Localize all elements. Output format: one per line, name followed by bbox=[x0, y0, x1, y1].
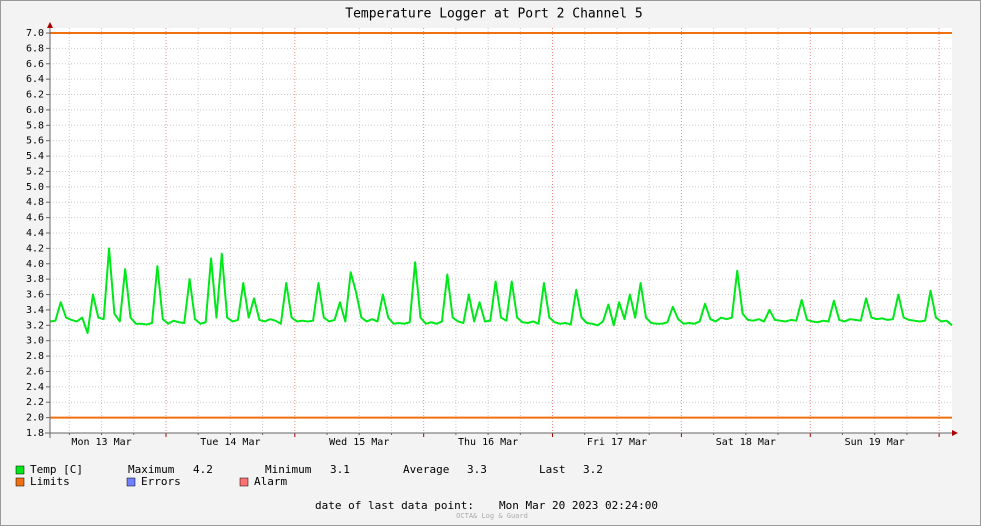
grid: 1.8 2.0 2.2 2.4 2.6 2.8 3.0 3.2 3.4 3.6 3.8 4.0 4.2 4… bbox=[26, 28, 952, 448]
y-tick-label: 4.6 bbox=[26, 213, 44, 224]
legend-label: Errors bbox=[141, 475, 181, 488]
y-tick-label: 4.8 bbox=[26, 197, 44, 208]
x-tick-label: Sun 19 Mar bbox=[845, 437, 905, 448]
x-tick-label: Wed 15 Mar bbox=[329, 437, 389, 448]
y-tick-label: 5.0 bbox=[26, 182, 44, 193]
y-tick-label: 2.4 bbox=[26, 382, 44, 393]
y-tick-label: 6.6 bbox=[26, 59, 44, 70]
y-tick-label: 6.2 bbox=[26, 90, 44, 101]
x-tick-label: Fri 17 Mar bbox=[587, 437, 647, 448]
x-tick-label: Tue 14 Mar bbox=[200, 437, 260, 448]
legend: Temp [C] Maximum 4.2 Minimum 3.1 Average 3.3 La… bbox=[15, 463, 603, 488]
y-tick-label: 5.6 bbox=[26, 136, 44, 147]
y-tick-label: 2.6 bbox=[26, 366, 44, 377]
stat-value: 3.3 bbox=[467, 463, 487, 476]
last-data-value: Mon Mar 20 2023 02:24:00 bbox=[499, 499, 658, 512]
y-tick-label: 6.4 bbox=[26, 74, 44, 85]
y-tick-label: 7.0 bbox=[26, 28, 44, 39]
legend-label: Temp [C] bbox=[30, 463, 83, 476]
stat-label: Maximum bbox=[128, 463, 175, 476]
chart-title: Temperature Logger at Port 2 Channel 5 bbox=[345, 7, 642, 22]
y-arrow bbox=[47, 22, 53, 28]
marks bbox=[49, 32, 953, 419]
y-tick-label: 6.0 bbox=[26, 105, 44, 116]
last-data-label: date of last data point: bbox=[315, 499, 474, 512]
stat-label: Average bbox=[403, 463, 449, 476]
series-line bbox=[49, 247, 953, 334]
x-arrow bbox=[952, 430, 958, 436]
y-tick-label: 6.8 bbox=[26, 43, 44, 54]
footer: OCTA& Log & Guard bbox=[456, 512, 528, 520]
y-tick-label: 4.4 bbox=[26, 228, 44, 239]
legend-swatch bbox=[126, 477, 136, 487]
legend-label: Limits bbox=[30, 475, 70, 488]
y-tick-label: 3.2 bbox=[26, 320, 44, 331]
y-tick-label: 5.4 bbox=[26, 151, 44, 162]
plot-area bbox=[50, 28, 952, 433]
stat-value: 4.2 bbox=[193, 463, 213, 476]
stat-label: Last bbox=[539, 463, 566, 476]
y-tick-label: 3.4 bbox=[26, 305, 44, 316]
y-tick-label: 4.0 bbox=[26, 259, 44, 270]
y-tick-label: 3.0 bbox=[26, 336, 44, 347]
legend-swatch bbox=[15, 477, 25, 487]
y-tick-label: 5.2 bbox=[26, 166, 44, 177]
x-tick-label: Mon 13 Mar bbox=[71, 437, 131, 448]
y-tick-label: 2.8 bbox=[26, 351, 44, 362]
y-tick-label: 3.6 bbox=[26, 290, 44, 301]
legend-label: Alarm bbox=[254, 475, 287, 488]
y-tick-label: 4.2 bbox=[26, 243, 44, 254]
y-tick-label: 2.0 bbox=[26, 413, 44, 424]
x-tick-label: Sat 18 Mar bbox=[716, 437, 776, 448]
y-tick-label: 5.8 bbox=[26, 120, 44, 131]
y-tick-label: 2.2 bbox=[26, 397, 44, 408]
legend-swatch bbox=[239, 477, 249, 487]
legend-swatch bbox=[15, 465, 25, 475]
stat-value: 3.1 bbox=[330, 463, 350, 476]
y-tick-label: 1.8 bbox=[26, 428, 44, 439]
y-tick-label: 3.8 bbox=[26, 274, 44, 285]
stat-value: 3.2 bbox=[583, 463, 603, 476]
stat-label: Minimum bbox=[265, 463, 312, 476]
x-tick-label: Thu 16 Mar bbox=[458, 437, 518, 448]
